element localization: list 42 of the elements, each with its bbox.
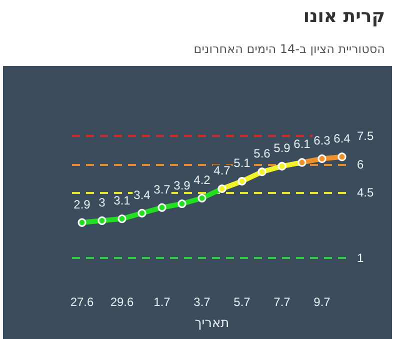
- x-tick-label: 7.7: [274, 295, 291, 309]
- x-tick-label: 29.6: [110, 295, 134, 309]
- data-label: 6.1: [294, 137, 311, 152]
- point: [118, 214, 126, 224]
- data-label: 5.6: [254, 146, 271, 161]
- data-label: 6.3: [314, 133, 331, 148]
- chart-subtitle: הסטוריית הציון ב-14 הימים האחרונים: [194, 42, 385, 56]
- x-tick-label: 5.7: [234, 295, 251, 309]
- point: [238, 176, 246, 186]
- point: [218, 184, 226, 193]
- data-label: 2.9: [74, 197, 91, 212]
- ref-line-label: 4.5: [357, 186, 374, 200]
- chart-title: קרית אונו: [303, 6, 385, 27]
- point: [78, 218, 86, 227]
- point: [178, 200, 186, 208]
- data-label: 6.4: [334, 132, 351, 146]
- point: [318, 154, 326, 163]
- point: [298, 158, 306, 167]
- data-label: 3.9: [174, 178, 191, 193]
- data-label: 3.4: [134, 188, 151, 202]
- x-axis-title: תאריך: [194, 316, 230, 331]
- x-tick-label: 9.7: [314, 295, 331, 309]
- x-tick-label: 1.7: [154, 295, 171, 309]
- data-label: 5.1: [234, 156, 251, 170]
- ref-line-label: 6: [357, 157, 364, 172]
- point: [98, 216, 106, 225]
- point: [198, 194, 206, 202]
- data-label: 4.2: [194, 172, 211, 187]
- point: [338, 152, 346, 162]
- data-label: 4.7: [214, 163, 231, 178]
- data-label: 3: [98, 195, 106, 210]
- ref-line-label: 7.5: [357, 129, 374, 144]
- data-label: 5.9: [274, 140, 291, 155]
- point: [158, 203, 166, 212]
- point: [138, 208, 146, 218]
- ref-line-label: 1: [357, 251, 364, 266]
- data-label: 3.7: [154, 182, 171, 196]
- x-tick-label: 27.6: [70, 295, 94, 309]
- x-tick-label: 3.7: [194, 295, 211, 309]
- point: [278, 162, 286, 170]
- point: [258, 168, 266, 176]
- data-label: 3.1: [114, 194, 131, 208]
